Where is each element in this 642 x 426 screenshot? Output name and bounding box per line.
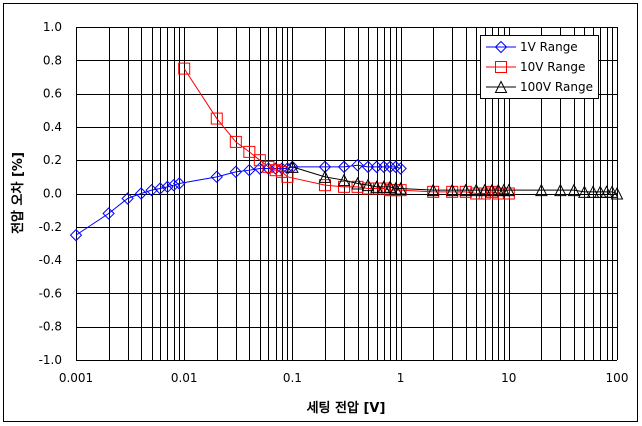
data-point	[470, 187, 483, 200]
data-point	[361, 160, 375, 174]
legend: 1V Range 10V Range 100V Range	[480, 35, 599, 99]
x-axis-label: 세팅 전압 [V]	[307, 400, 386, 416]
data-point	[102, 207, 115, 220]
y-tick-label: -0.4	[39, 253, 62, 267]
data-point	[478, 183, 492, 197]
data-point	[351, 176, 364, 190]
data-point	[554, 183, 567, 197]
series-group	[69, 62, 624, 242]
y-axis-label: 전압 오차 [%]	[10, 152, 26, 234]
data-point	[210, 170, 223, 184]
legend-label: 10V Range	[520, 60, 585, 74]
legend-label: 1V Range	[520, 40, 578, 54]
data-point	[426, 183, 440, 197]
y-tick-label: 0.8	[43, 53, 62, 67]
legend-label: 100V Range	[520, 80, 593, 94]
data-point	[578, 185, 591, 198]
data-point	[445, 183, 459, 197]
y-tick-label: 0.0	[43, 187, 62, 201]
data-point	[377, 182, 390, 195]
data-point	[586, 185, 600, 198]
data-point	[394, 184, 407, 197]
data-point	[121, 192, 134, 205]
data-point	[370, 182, 383, 195]
data-point	[269, 164, 282, 177]
data-point	[361, 178, 375, 192]
data-point	[394, 181, 407, 195]
data-point	[338, 180, 351, 193]
data-point	[210, 112, 223, 125]
data-point	[383, 160, 397, 174]
data-point	[459, 185, 472, 198]
data-point	[486, 185, 499, 198]
y-tick-label: 0.2	[43, 153, 62, 167]
data-point	[167, 178, 180, 192]
x-tick-label: 0.001	[59, 371, 93, 385]
y-tick-label: -0.8	[39, 320, 62, 334]
x-tick-labels: 0.001 0.01 0.1 1 10 100	[59, 371, 629, 385]
legend-box	[480, 35, 599, 99]
data-point	[262, 160, 275, 173]
x-tick-label: 10	[501, 371, 516, 385]
y-tick-label: -0.2	[39, 220, 62, 234]
y-tick-label: -0.6	[39, 286, 62, 300]
y-tick-label: 0.4	[43, 120, 62, 134]
x-tick-label: 1	[397, 371, 405, 385]
data-point	[161, 180, 174, 194]
data-point	[69, 228, 83, 242]
series-10v-range	[178, 62, 515, 200]
data-point	[478, 187, 491, 200]
data-point	[178, 62, 191, 75]
data-point	[502, 183, 516, 197]
y-tick-label: -1.0	[39, 353, 62, 367]
y-tick-label: 1.0	[43, 20, 62, 34]
data-point	[337, 173, 351, 187]
data-point	[243, 145, 256, 158]
data-point	[173, 177, 186, 190]
legend-marker	[494, 40, 508, 54]
y-tick-label: 0.6	[43, 87, 62, 101]
data-point	[318, 179, 331, 192]
data-point	[394, 162, 407, 175]
data-point	[446, 185, 459, 198]
data-point	[370, 180, 383, 193]
data-point	[485, 183, 499, 197]
data-point	[229, 165, 243, 179]
data-point	[535, 183, 548, 197]
data-point	[383, 180, 397, 193]
data-point	[593, 185, 607, 198]
data-point	[469, 183, 483, 197]
x-tick-label: 0.1	[283, 371, 302, 385]
data-point	[351, 180, 364, 193]
data-point	[427, 185, 440, 198]
x-tick-label: 100	[606, 371, 629, 385]
data-point	[229, 135, 242, 148]
data-point	[610, 186, 624, 200]
data-point	[389, 160, 402, 174]
data-point	[337, 160, 351, 174]
legend-marker	[495, 61, 507, 73]
series-line	[292, 166, 618, 194]
data-point	[567, 183, 581, 197]
data-point	[153, 182, 167, 195]
data-point	[243, 163, 256, 177]
legend-marker	[494, 80, 508, 93]
data-point	[377, 180, 391, 193]
data-point	[459, 183, 473, 197]
data-point	[253, 162, 267, 175]
x-tick-label: 0.01	[171, 371, 198, 385]
data-point	[502, 187, 515, 200]
data-point	[286, 160, 299, 173]
y-tick-labels: -1.0 -0.8 -0.6 -0.4 -0.2 0.0 0.2 0.4 0.6 0.8 1.0	[39, 20, 62, 367]
data-point	[377, 160, 391, 174]
data-point	[253, 154, 266, 167]
data-point	[351, 158, 364, 172]
data-point	[318, 170, 332, 183]
series-100v-range	[286, 160, 624, 200]
data-point	[134, 187, 148, 200]
